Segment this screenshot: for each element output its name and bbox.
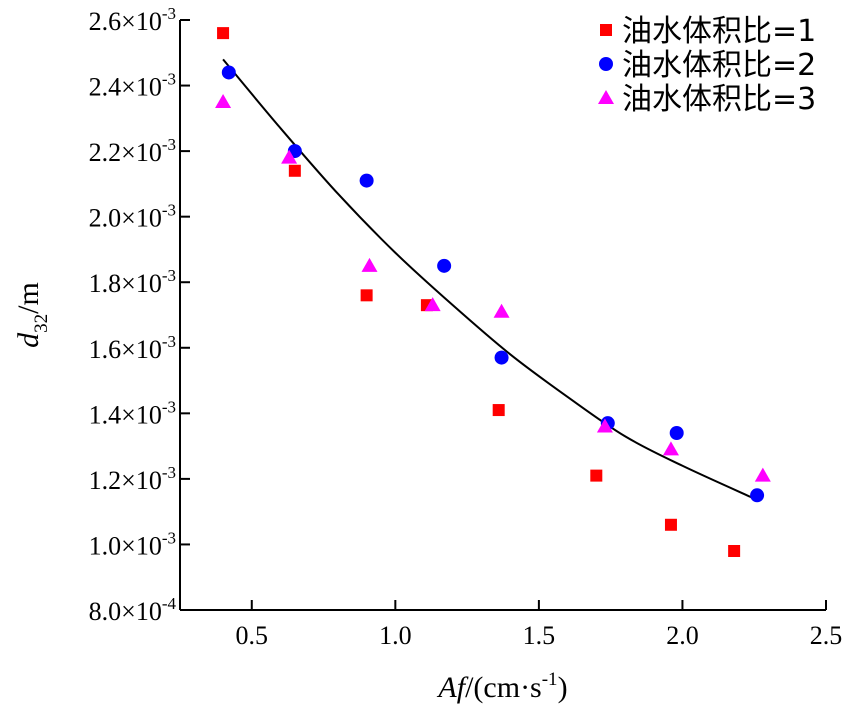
legend-label-series-1: 油水体积比=1 bbox=[622, 14, 816, 49]
data-point-series-2 bbox=[750, 488, 765, 503]
x-tick-label: 1.0 bbox=[379, 621, 412, 650]
x-tick-label: 0.5 bbox=[236, 621, 269, 650]
y-tick-label: 2.4×10-3 bbox=[89, 70, 176, 102]
legend-marker-series-1 bbox=[600, 24, 612, 36]
data-points bbox=[215, 27, 771, 557]
y-tick-label: 1.4×10-3 bbox=[89, 397, 176, 429]
fit-curve-layer bbox=[222, 58, 755, 500]
data-point-series-2 bbox=[221, 65, 236, 80]
data-point-series-3 bbox=[662, 441, 679, 456]
legend-marker-series-3 bbox=[598, 90, 614, 104]
y-tick-label: 2.0×10-3 bbox=[89, 201, 176, 233]
data-point-series-3 bbox=[361, 257, 378, 272]
fit-curve bbox=[222, 58, 755, 500]
data-point-series-1 bbox=[590, 469, 603, 482]
data-point-series-3 bbox=[215, 93, 232, 108]
y-tick-label: 1.6×10-3 bbox=[89, 332, 176, 364]
y-tick-label: 1.0×10-3 bbox=[89, 528, 176, 560]
data-point-series-3 bbox=[281, 149, 298, 164]
data-point-series-2 bbox=[359, 173, 374, 188]
axes: 0.5 1.0 1.5 2.0 2.5 8.0×10-4 1.0×10-3 1.2×10-3 1… bbox=[12, 4, 842, 704]
y-tick-label: 2.2×10-3 bbox=[89, 135, 176, 167]
x-tick-label: 2.5 bbox=[810, 621, 843, 650]
series-3-points bbox=[215, 93, 771, 482]
data-point-series-2 bbox=[669, 426, 684, 440]
y-tick-label: 1.8×10-3 bbox=[89, 266, 176, 298]
y-tick-label: 8.0×10-4 bbox=[89, 594, 177, 626]
data-point-series-3 bbox=[493, 303, 510, 318]
data-point-series-3 bbox=[424, 297, 441, 312]
x-tick-label: 1.5 bbox=[523, 621, 556, 650]
x-tick-label: 2.0 bbox=[666, 621, 699, 650]
data-point-series-1 bbox=[728, 545, 741, 557]
data-point-series-1 bbox=[664, 518, 677, 531]
x-axis-title: Af/(cm·s-1) bbox=[436, 669, 567, 704]
data-point-series-1 bbox=[288, 164, 301, 177]
data-point-series-2 bbox=[437, 258, 452, 273]
data-point-series-1 bbox=[492, 404, 505, 417]
y-tick-label: 1.2×10-3 bbox=[89, 463, 176, 495]
data-point-series-3 bbox=[754, 467, 771, 482]
data-point-series-1 bbox=[217, 27, 230, 40]
data-point-series-1 bbox=[360, 289, 373, 302]
y-tick-label: 2.6×10-3 bbox=[89, 4, 176, 36]
data-point-series-2 bbox=[494, 350, 509, 365]
y-axis-title: d32/m bbox=[12, 282, 52, 348]
legend-marker-series-2 bbox=[599, 57, 613, 71]
series-2-points bbox=[221, 65, 765, 503]
legend-label-series-3: 油水体积比=3 bbox=[622, 82, 816, 117]
data-point-series-3 bbox=[596, 418, 613, 433]
legend-label-series-2: 油水体积比=2 bbox=[622, 48, 816, 83]
